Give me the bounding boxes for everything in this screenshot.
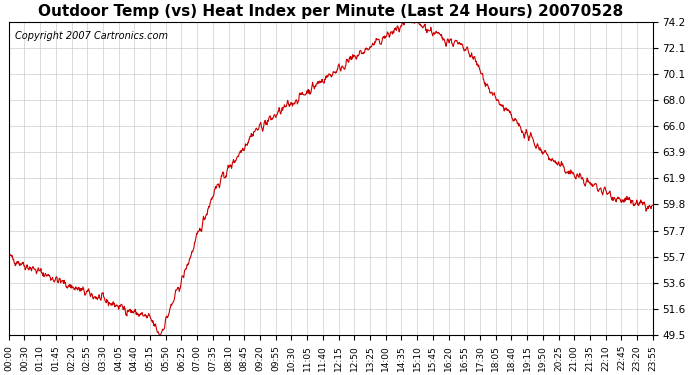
Title: Outdoor Temp (vs) Heat Index per Minute (Last 24 Hours) 20070528: Outdoor Temp (vs) Heat Index per Minute … — [38, 4, 623, 19]
Text: Copyright 2007 Cartronics.com: Copyright 2007 Cartronics.com — [15, 31, 168, 41]
